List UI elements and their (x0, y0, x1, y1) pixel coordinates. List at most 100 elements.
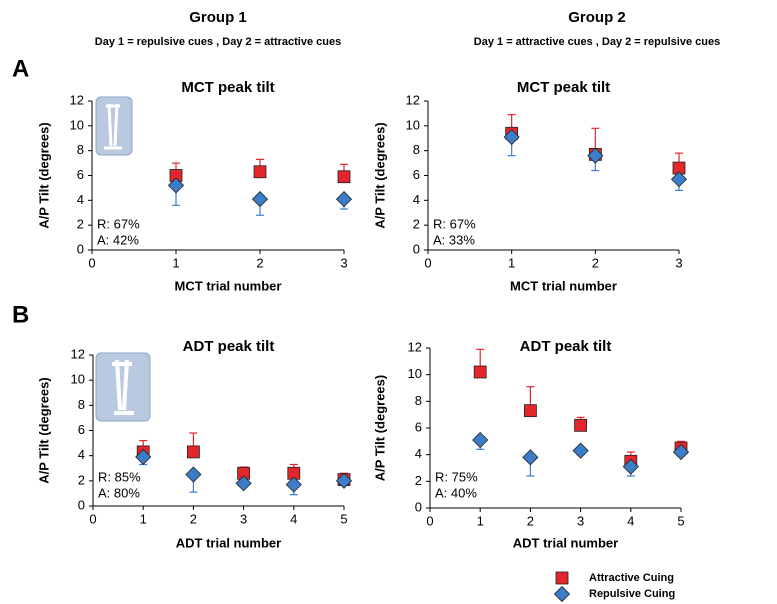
x-tick-label: 1 (508, 255, 515, 270)
y-tick-label: 0 (415, 499, 422, 514)
annotation: R: 67% (433, 216, 476, 231)
x-tick-label: 2 (592, 255, 599, 270)
group-title: Group 1 (189, 9, 247, 26)
annotation: R: 75% (435, 469, 478, 484)
annotation: A: 33% (433, 232, 475, 247)
legend-label: Attractive Cuing (589, 572, 674, 584)
x-tick-label: 1 (172, 255, 179, 270)
point (251, 191, 269, 208)
y-tick-label: 10 (70, 117, 84, 132)
point (670, 171, 688, 188)
inset-image (95, 96, 133, 156)
x-axis-label: MCT trial number (175, 278, 282, 293)
point (167, 177, 185, 194)
point (574, 418, 587, 432)
y-tick-label: 10 (71, 372, 85, 387)
point (337, 170, 351, 184)
x-tick-label: 3 (340, 255, 347, 270)
y-tick-label: 12 (406, 92, 420, 107)
y-tick-label: 0 (77, 241, 84, 256)
point (335, 472, 353, 489)
x-tick-label: 3 (675, 255, 682, 270)
x-tick-label: 2 (190, 511, 197, 526)
group-title: Group 2 (568, 9, 626, 26)
chart-title: ADT peak tilt (520, 338, 612, 355)
y-tick-label: 10 (408, 366, 422, 381)
y-axis-label: A/P Tilt (degrees) (372, 122, 387, 228)
point (473, 365, 487, 379)
point (285, 476, 302, 493)
point (522, 449, 539, 466)
y-tick-label: 8 (413, 142, 420, 157)
point (185, 466, 202, 483)
x-tick-label: 1 (477, 513, 484, 528)
x-tick-label: 2 (256, 255, 263, 270)
annotation: A: 40% (435, 485, 477, 500)
x-tick-label: 2 (527, 513, 534, 528)
y-tick-label: 4 (413, 192, 420, 207)
annotation: R: 67% (97, 216, 140, 231)
x-tick-label: 3 (240, 511, 247, 526)
y-tick-label: 8 (78, 397, 85, 412)
point (253, 165, 267, 179)
x-tick-label: 0 (88, 255, 95, 270)
y-tick-label: 6 (78, 422, 85, 437)
y-tick-label: 4 (78, 447, 85, 462)
group-subtitle: Day 1 = repulsive cues , Day 2 = attract… (95, 36, 341, 48)
point (587, 147, 604, 164)
inset-image (95, 352, 151, 422)
x-axis-label: ADT trial number (176, 535, 281, 550)
y-tick-label: 2 (415, 473, 422, 488)
y-tick-label: 10 (406, 117, 420, 132)
point (186, 445, 200, 459)
x-tick-label: 0 (426, 513, 433, 528)
annotation: A: 80% (98, 485, 140, 500)
y-tick-label: 2 (78, 472, 85, 487)
y-axis-label: A/P Tilt (degrees) (372, 375, 387, 481)
point (572, 442, 589, 459)
y-axis-label: A/P Tilt (degrees) (36, 122, 51, 228)
point (524, 404, 537, 418)
x-tick-label: 1 (140, 511, 147, 526)
legend-marker (553, 585, 571, 603)
y-tick-label: 0 (413, 241, 420, 256)
y-tick-label: 8 (77, 142, 84, 157)
point (335, 191, 353, 208)
chart-title: ADT peak tilt (183, 338, 275, 355)
x-tick-label: 0 (424, 255, 431, 270)
y-tick-label: 6 (77, 167, 84, 182)
chart-title: MCT peak tilt (517, 79, 610, 96)
y-tick-label: 8 (415, 393, 422, 408)
point (503, 128, 520, 146)
point (472, 431, 489, 449)
y-tick-label: 4 (77, 192, 84, 207)
chart-title: MCT peak tilt (181, 79, 274, 96)
point (622, 458, 639, 475)
y-tick-label: 12 (70, 92, 84, 107)
y-tick-label: 12 (408, 339, 422, 354)
point (135, 448, 152, 465)
y-tick-label: 6 (415, 419, 422, 434)
x-axis-label: MCT trial number (510, 278, 617, 293)
annotation: R: 85% (98, 469, 141, 484)
point (235, 475, 252, 492)
x-tick-label: 5 (677, 513, 684, 528)
x-tick-label: 3 (577, 513, 584, 528)
x-tick-label: 0 (89, 511, 96, 526)
legend-label: Repulsive Cuing (589, 588, 675, 600)
x-tick-label: 5 (340, 511, 347, 526)
y-tick-label: 12 (71, 346, 85, 361)
y-tick-label: 2 (77, 217, 84, 232)
panel-label: B (12, 301, 29, 328)
y-axis-label: A/P Tilt (degrees) (36, 377, 51, 483)
x-tick-label: 4 (627, 513, 634, 528)
x-axis-label: ADT trial number (513, 535, 618, 550)
legend-marker (555, 571, 569, 585)
x-tick-label: 4 (290, 511, 297, 526)
group-subtitle: Day 1 = attractive cues , Day 2 = repuls… (474, 36, 720, 48)
y-tick-label: 0 (78, 497, 85, 512)
y-tick-label: 6 (413, 167, 420, 182)
panel-label: A (12, 55, 29, 82)
point (672, 443, 690, 461)
